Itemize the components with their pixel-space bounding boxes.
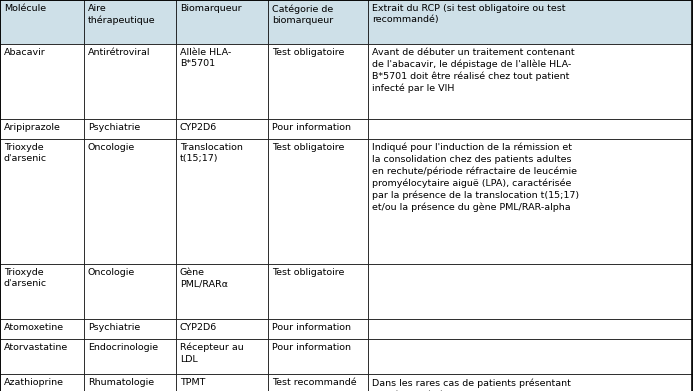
Text: Indiqué pour l'induction de la rémission et
la consolidation chez des patients a: Indiqué pour l'induction de la rémission…	[372, 143, 579, 212]
Text: Oncologie: Oncologie	[88, 268, 135, 277]
Text: Psychiatrie: Psychiatrie	[88, 123, 141, 132]
Bar	[176, 319, 268, 339]
Text: Azathioprine: Azathioprine	[4, 378, 64, 387]
Text: Pour information: Pour information	[272, 343, 351, 352]
Bar	[268, 119, 368, 139]
Bar	[84, 339, 176, 374]
Bar	[368, 139, 692, 264]
Bar	[368, 0, 692, 44]
Text: Biomarqueur: Biomarqueur	[180, 4, 242, 13]
Bar	[84, 0, 176, 44]
Bar	[84, 319, 176, 339]
Text: CYP2D6: CYP2D6	[180, 323, 217, 332]
Bar	[268, 264, 368, 319]
Bar	[268, 139, 368, 264]
Bar	[0, 44, 84, 119]
Bar	[368, 44, 692, 119]
Text: Extrait du RCP (si test obligatoire ou test
recommandé): Extrait du RCP (si test obligatoire ou t…	[372, 4, 565, 25]
Text: Trioxyde
d'arsenic: Trioxyde d'arsenic	[4, 143, 47, 163]
Bar	[0, 0, 84, 44]
Bar	[176, 139, 268, 264]
Bar	[268, 44, 368, 119]
Bar	[176, 374, 268, 391]
Bar	[368, 119, 692, 139]
Text: Gène
PML/RARα: Gène PML/RARα	[180, 268, 228, 289]
Bar	[268, 0, 368, 44]
Text: Abacavir: Abacavir	[4, 48, 46, 57]
Bar	[176, 339, 268, 374]
Text: Dans les rares cas de patients présentant
un déficit génétique en thiopurine
mét: Dans les rares cas de patients présentan…	[372, 378, 578, 391]
Bar	[176, 119, 268, 139]
Bar	[84, 44, 176, 119]
Text: Rhumatologie: Rhumatologie	[88, 378, 154, 387]
Text: Atomoxetine: Atomoxetine	[4, 323, 64, 332]
Bar	[368, 374, 692, 391]
Bar	[84, 264, 176, 319]
Bar	[84, 374, 176, 391]
Text: CYP2D6: CYP2D6	[180, 123, 217, 132]
Bar	[176, 0, 268, 44]
Text: Avant de débuter un traitement contenant
de l'abacavir, le dépistage de l'allèle: Avant de débuter un traitement contenant…	[372, 48, 575, 93]
Bar	[84, 119, 176, 139]
Text: TPMT: TPMT	[180, 378, 205, 387]
Text: Test recommandé: Test recommandé	[272, 378, 356, 387]
Bar	[0, 139, 84, 264]
Text: Aire
thérapeutique: Aire thérapeutique	[88, 4, 156, 25]
Text: Test obligatoire: Test obligatoire	[272, 48, 345, 57]
Bar	[268, 339, 368, 374]
Bar	[84, 139, 176, 264]
Text: Atorvastatine: Atorvastatine	[4, 343, 68, 352]
Text: Psychiatrie: Psychiatrie	[88, 323, 141, 332]
Text: Translocation
t(15;17): Translocation t(15;17)	[180, 143, 243, 163]
Text: Pour information: Pour information	[272, 123, 351, 132]
Text: Catégorie de
biomarqueur: Catégorie de biomarqueur	[272, 4, 333, 25]
Bar	[368, 319, 692, 339]
Text: Oncologie: Oncologie	[88, 143, 135, 152]
Text: Test obligatoire: Test obligatoire	[272, 143, 345, 152]
Bar	[268, 374, 368, 391]
Text: Molécule: Molécule	[4, 4, 46, 13]
Bar	[176, 264, 268, 319]
Text: Endocrinologie: Endocrinologie	[88, 343, 158, 352]
Text: Récepteur au
LDL: Récepteur au LDL	[180, 343, 244, 364]
Text: Allèle HLA-
B*5701: Allèle HLA- B*5701	[180, 48, 231, 68]
Bar	[176, 44, 268, 119]
Bar	[0, 264, 84, 319]
Text: Test obligatoire: Test obligatoire	[272, 268, 345, 277]
Bar	[0, 119, 84, 139]
Bar	[268, 319, 368, 339]
Text: Antirétroviral: Antirétroviral	[88, 48, 150, 57]
Text: Aripiprazole: Aripiprazole	[4, 123, 61, 132]
Bar	[0, 374, 84, 391]
Bar	[0, 339, 84, 374]
Bar	[368, 264, 692, 319]
Bar	[368, 339, 692, 374]
Text: Trioxyde
d'arsenic: Trioxyde d'arsenic	[4, 268, 47, 289]
Text: Pour information: Pour information	[272, 323, 351, 332]
Bar	[0, 319, 84, 339]
